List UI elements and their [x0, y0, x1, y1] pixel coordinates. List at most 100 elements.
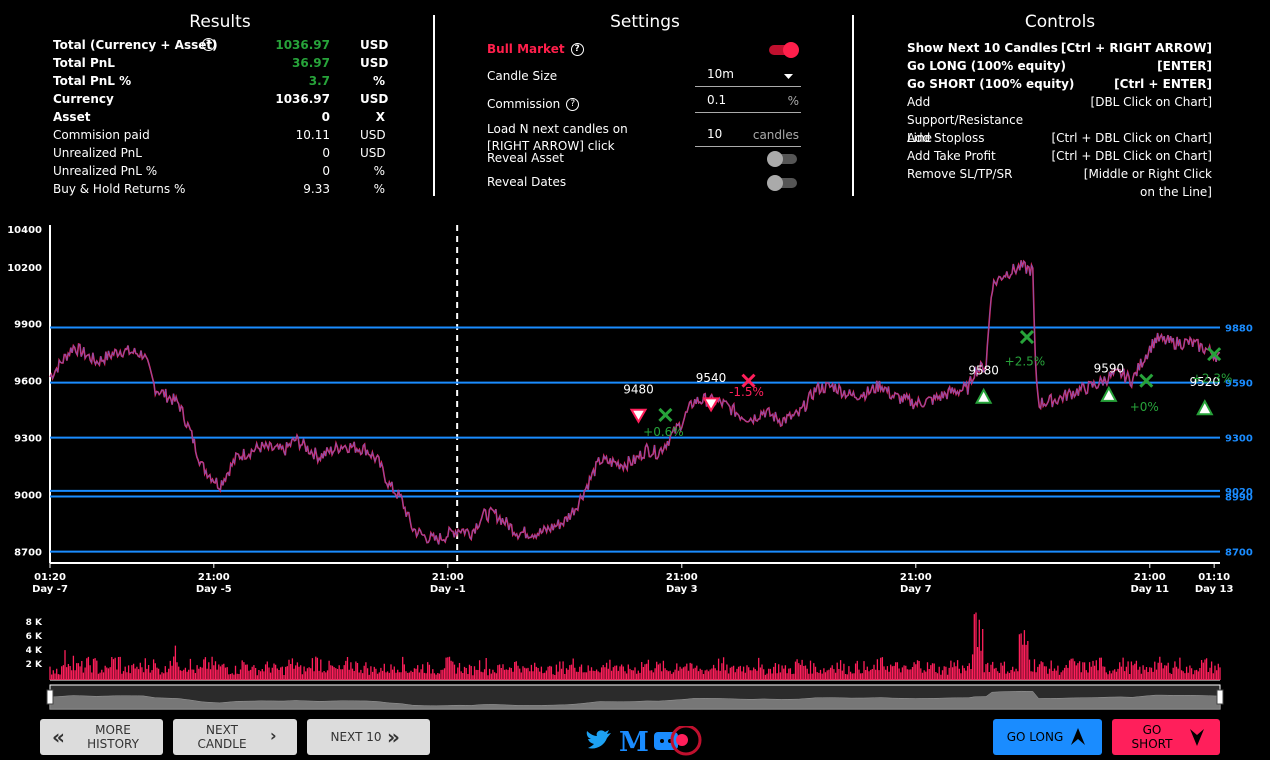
load-n-input[interactable]: 10 candles: [695, 124, 801, 147]
results-row-unit: X: [375, 110, 385, 124]
short-entry-marker[interactable]: [702, 397, 720, 413]
candle-size-label: Candle Size: [487, 69, 558, 83]
chevron-right-icon: ›: [270, 726, 277, 745]
dropdown-caret-icon: [784, 74, 793, 79]
results-row-value: 0: [322, 164, 330, 178]
navigator-handle-left[interactable]: [46, 689, 54, 705]
controls-row: Show Next 10 Candles [Ctrl + RIGHT ARROW]: [907, 39, 1212, 57]
double-chevron-right-icon: »: [387, 725, 400, 749]
next-10-button[interactable]: NEXT 10 »: [307, 719, 430, 755]
time-tick-day-label: Day 7: [900, 584, 932, 595]
load-n-label: Load N next candles on [RIGHT ARROW] cli…: [487, 122, 628, 153]
candle-size-select[interactable]: 10m: [695, 64, 801, 87]
time-tick-label: 21:00: [1134, 572, 1166, 583]
trade-exit-marker[interactable]: [1139, 373, 1154, 388]
arrow-up-icon: [1071, 728, 1085, 745]
double-chevron-left-icon: «: [52, 725, 65, 749]
time-tick-day-label: Day -1: [430, 584, 466, 595]
go-short-label: GO SHORT: [1131, 723, 1173, 751]
commission-input[interactable]: 0.1 %: [695, 90, 801, 113]
sr-line-label: 8990: [1225, 493, 1253, 504]
go-short-button[interactable]: GO SHORT: [1112, 719, 1220, 755]
control-action: Add Stoploss: [907, 131, 985, 145]
discord-icon[interactable]: [654, 726, 702, 756]
time-tick-day-label: Day 13: [1195, 584, 1234, 595]
navigator-handle-right[interactable]: [1216, 689, 1224, 705]
time-tick-label: 01:20: [34, 572, 66, 583]
control-action: Go SHORT (100% equity): [907, 77, 1075, 91]
go-long-button[interactable]: GO LONG: [993, 719, 1102, 755]
price-tick-label: 9000: [14, 491, 42, 502]
settings-panel: Settings Bull Market? Candle Size 10m Co…: [485, 12, 805, 202]
results-row: Total PnL % 3.7%: [50, 72, 390, 90]
trade-pnl-label: -1.5%: [729, 385, 764, 399]
reveal-dates-toggle[interactable]: [767, 175, 797, 191]
results-row-value: 0: [322, 146, 330, 160]
next-10-label: NEXT 10: [330, 730, 382, 744]
results-row-unit: %: [373, 164, 385, 178]
control-shortcut: [Ctrl + DBL Click on Chart]: [1051, 149, 1212, 163]
help-icon[interactable]: ?: [570, 43, 584, 56]
time-tick-day-label: Day 3: [666, 584, 698, 595]
help-icon[interactable]: ?: [202, 38, 215, 51]
controls-row: Add Support/Resistance Line [DBL Click on…: [907, 93, 1212, 147]
sr-line-label: 9590: [1225, 379, 1253, 390]
long-entry-marker[interactable]: [1196, 399, 1214, 416]
results-row-value: 1036.97: [275, 92, 330, 106]
settings-title: Settings: [610, 12, 680, 32]
medium-icon[interactable]: M: [619, 727, 649, 756]
volume-bars: [49, 612, 1221, 680]
trade-price-label: 9590: [1094, 362, 1125, 376]
trade-exit-marker[interactable]: [741, 373, 756, 388]
results-row-label: Total PnL: [53, 56, 115, 70]
toggle-knob: [767, 151, 783, 167]
reveal-asset-label: Reveal Asset: [487, 151, 564, 165]
control-shortcut: [ENTER]: [1157, 59, 1212, 73]
results-row: Total (Currency + Asset)? 1036.97 USD: [50, 36, 390, 54]
trade-exit-marker[interactable]: [658, 407, 673, 422]
controls-row: Go LONG (100% equity) [ENTER]: [907, 57, 1212, 75]
results-row-label: Total PnL %: [53, 74, 132, 88]
time-tick-label: 21:00: [432, 572, 464, 583]
results-row: Unrealized PnL % 0%: [50, 162, 390, 180]
control-shortcut: [Ctrl + ENTER]: [1114, 77, 1212, 91]
load-n-value: 10: [707, 127, 723, 141]
trade-exit-marker[interactable]: [1207, 347, 1222, 362]
bull-market-toggle[interactable]: [769, 42, 799, 58]
results-row-value: 36.97: [292, 56, 330, 70]
commission-value: 0.1: [707, 93, 727, 107]
volume-tick-label: 4 K: [26, 646, 43, 656]
trade-price-label: 9480: [623, 382, 654, 396]
go-long-label: GO LONG: [1006, 730, 1064, 744]
candle-size-value: 10m: [707, 67, 734, 81]
results-title: Results: [189, 12, 251, 32]
results-row-label: Currency: [53, 92, 114, 106]
control-action: Go LONG (100% equity): [907, 59, 1066, 73]
trade-pnl-label: +2.3%: [1192, 372, 1233, 386]
results-row: Buy & Hold Returns % 9.33%: [50, 180, 390, 198]
results-row-label: Unrealized PnL: [53, 146, 142, 160]
reveal-asset-toggle[interactable]: [767, 151, 797, 167]
more-history-button[interactable]: « MORE HISTORY: [40, 719, 163, 755]
control-shortcut: [Ctrl + DBL Click on Chart]: [1051, 131, 1212, 145]
controls-row: Add Stoploss [Ctrl + DBL Click on Chart]: [907, 129, 1212, 147]
time-tick-label: 01:10: [1198, 572, 1230, 583]
results-row: Total PnL 36.97 USD: [50, 54, 390, 72]
long-entry-marker[interactable]: [974, 387, 993, 404]
social-links: M: [586, 726, 702, 756]
candle-body-series: [49, 260, 1221, 545]
controls-row: Add Take Profit [Ctrl + DBL Click on Char…: [907, 147, 1212, 165]
time-tick-label: 21:00: [666, 572, 698, 583]
twitter-icon[interactable]: [586, 730, 611, 749]
trade-exit-marker[interactable]: [1019, 329, 1035, 345]
control-shortcut: [Ctrl + RIGHT ARROW]: [1060, 41, 1212, 55]
next-candle-button[interactable]: NEXT CANDLE ›: [173, 719, 297, 755]
long-entry-marker[interactable]: [1100, 385, 1118, 402]
control-shortcut: [DBL Click on Chart]: [1090, 95, 1212, 109]
help-icon[interactable]: ?: [566, 98, 580, 111]
controls-row: Remove SL/TP/SR [Middle or Right Click on…: [907, 165, 1212, 199]
short-entry-marker[interactable]: [629, 408, 648, 424]
results-row: Unrealized PnL 0 USD: [50, 144, 390, 162]
commission-row: Commission?: [487, 97, 580, 111]
